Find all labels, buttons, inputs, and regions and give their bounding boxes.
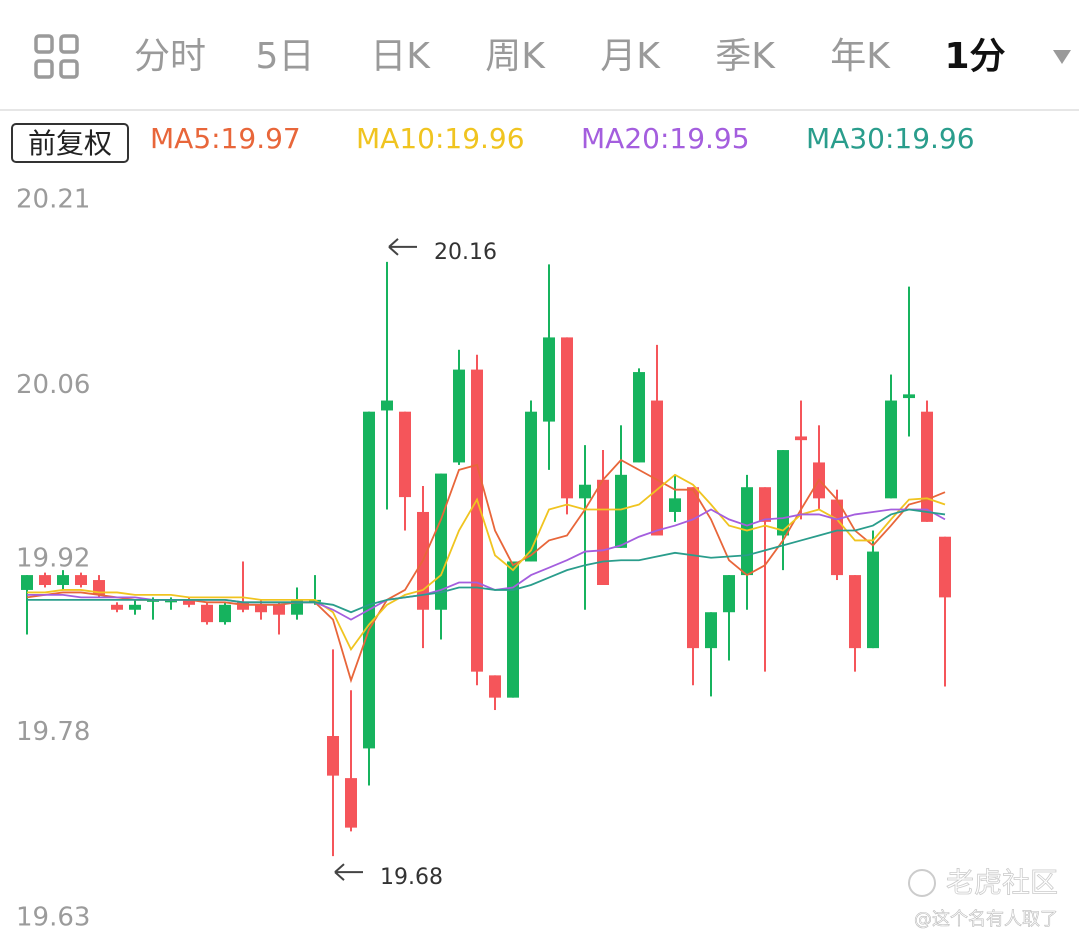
candle-body [39, 575, 51, 585]
candle-body [399, 411, 411, 498]
candle-body [831, 499, 843, 576]
candle-body [687, 487, 699, 649]
period-tab[interactable]: 1分 [944, 36, 1005, 77]
annotation-label: 20.16 [434, 240, 497, 265]
layout-icon[interactable] [34, 34, 79, 79]
candle-body [795, 436, 807, 441]
candle-body [21, 575, 33, 590]
adjust-box[interactable] [11, 123, 129, 163]
watermark-logo [908, 869, 936, 897]
candle-body [453, 369, 465, 463]
candle-body [381, 400, 393, 411]
y-tick-label: 19.63 [16, 903, 90, 933]
candle-body [921, 411, 933, 522]
plot: 20.21 20.06 19.92 19.78 19.63 20.16 19.68 [16, 185, 951, 933]
candle-body [111, 604, 123, 610]
candle-body [561, 337, 573, 499]
ma-legend: MA10:19.96 [356, 122, 525, 155]
candle-body [885, 400, 897, 499]
candle-body [489, 675, 501, 698]
period-tab[interactable]: 分时 [134, 36, 206, 77]
candle-body [939, 536, 951, 598]
ma-line [27, 473, 946, 652]
ma-line [27, 508, 946, 614]
candle-body [129, 604, 141, 610]
candle-body [75, 575, 87, 585]
candle-body [705, 612, 717, 649]
candle-body [669, 498, 681, 512]
candle-body [525, 411, 537, 562]
annotation-arrow [334, 863, 363, 881]
candle-body [903, 394, 915, 399]
candle-body [651, 400, 663, 536]
period-tab[interactable]: 年K [830, 36, 891, 77]
ma-line [26, 458, 946, 684]
candle-body [867, 551, 879, 649]
candle-body [615, 474, 627, 548]
candle-body [633, 372, 645, 463]
y-tick-label: 19.92 [16, 544, 90, 574]
candle-body [363, 411, 375, 749]
candle-body [201, 604, 213, 623]
annotation-arrow [388, 238, 417, 256]
candle-body [273, 604, 285, 615]
period-tab[interactable]: 日K [370, 36, 431, 77]
candle-body [147, 599, 159, 602]
dropdown-arrow[interactable] [1053, 50, 1071, 64]
period-tab[interactable]: 5日 [256, 36, 315, 77]
candle-body [759, 487, 771, 522]
candle-body [345, 778, 357, 828]
period-tabs: 分时 5日 日K 周K 月K 季K 年K 1分 [134, 36, 1006, 77]
candle-body [597, 479, 609, 585]
ma-legend: MA20:19.95 [581, 122, 750, 155]
candle-body [507, 561, 519, 698]
period-tab[interactable]: 周K [485, 36, 546, 77]
watermark-user: @这个名有人取了 [914, 909, 1058, 930]
ma-legend: MA30:19.96 [806, 122, 975, 155]
watermark-brand: 老虎社区 [946, 866, 1058, 899]
period-tab[interactable]: 月K [600, 36, 661, 77]
candle-body [183, 599, 195, 605]
candle-body [165, 599, 177, 603]
candle-body [579, 484, 591, 499]
candle-body [471, 369, 483, 672]
candle-body [849, 575, 861, 649]
annotation-label: 19.68 [380, 865, 443, 890]
candle-body [777, 450, 789, 536]
candle-body [255, 604, 267, 613]
candle-body [723, 575, 735, 613]
y-tick-label: 20.06 [16, 370, 90, 400]
candle-body [237, 602, 249, 610]
candle-body [57, 575, 69, 585]
y-tick-label: 20.21 [16, 185, 90, 215]
adjust-label[interactable]: 前复权 [28, 127, 112, 160]
ma-legend: MA5:19.97 [150, 122, 301, 155]
y-tick-label: 19.78 [16, 717, 90, 747]
candle-body [327, 736, 339, 776]
candle-body [219, 604, 231, 623]
period-tab[interactable]: 季K [715, 36, 776, 77]
candle-body [435, 473, 447, 610]
candle-body [543, 337, 555, 422]
